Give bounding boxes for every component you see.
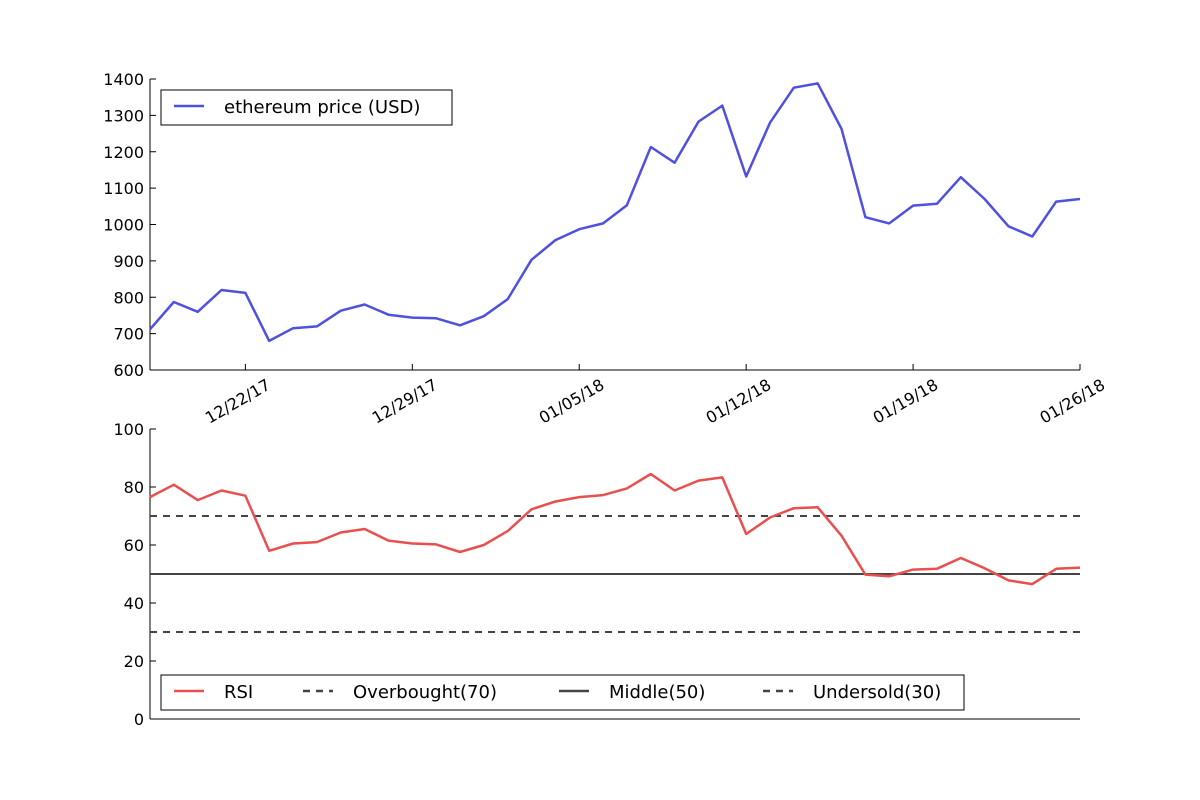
rsi-chart-panel: 0 20 40 60 80 100 RSI Overbought(70) Middle(50) U…	[113, 420, 1081, 729]
price-legend: ethereum price (USD)	[160, 89, 453, 126]
rsi-legend-label: Middle(50)	[609, 682, 705, 703]
rsi-y-tick-label: 60	[124, 536, 144, 555]
price-legend-box	[160, 89, 453, 126]
rsi-y-tick-label: 0	[134, 710, 144, 729]
rsi-legend-label: RSI	[224, 682, 253, 703]
rsi-y-tick-label: 100	[113, 420, 144, 439]
price-y-tick-label: 600	[113, 361, 144, 380]
price-y-tick-label: 1200	[103, 143, 144, 162]
price-x-tick-label: 01/05/18	[536, 375, 608, 427]
rsi-legend-label: Undersold(30)	[813, 682, 941, 703]
rsi-y-tick-label: 20	[124, 652, 144, 671]
price-series-line	[149, 82, 1081, 343]
rsi-series-line	[149, 472, 1081, 586]
price-x-tick-label: 01/12/18	[703, 375, 775, 427]
price-chart-panel: 600 700 800 900 1000 1100 1200 1300 1400 12/22/17…	[103, 70, 1108, 427]
price-x-tick-label: 12/22/17	[202, 375, 274, 427]
price-x-tick-label: 01/19/18	[870, 375, 942, 427]
price-y-tick-label: 1100	[103, 179, 144, 198]
rsi-y-tick-label: 40	[124, 594, 144, 613]
rsi-legend-label: Overbought(70)	[353, 682, 497, 703]
rsi-legend: RSI Overbought(70) Middle(50) Undersold(30)	[160, 674, 965, 711]
price-y-tick-label: 1400	[103, 70, 144, 89]
rsi-legend-box	[160, 674, 965, 711]
rsi-y-tick-label: 80	[124, 478, 144, 497]
price-x-tick-label: 01/26/18	[1037, 375, 1109, 427]
price-y-tick-label: 700	[113, 325, 144, 344]
price-legend-label: ethereum price (USD)	[224, 97, 420, 118]
price-y-tick-label: 900	[113, 252, 144, 271]
price-y-tick-label: 1300	[103, 106, 144, 125]
price-y-tick-label: 800	[113, 288, 144, 307]
price-y-tick-label: 1000	[103, 216, 144, 235]
price-x-tick-label: 12/29/17	[369, 375, 441, 427]
